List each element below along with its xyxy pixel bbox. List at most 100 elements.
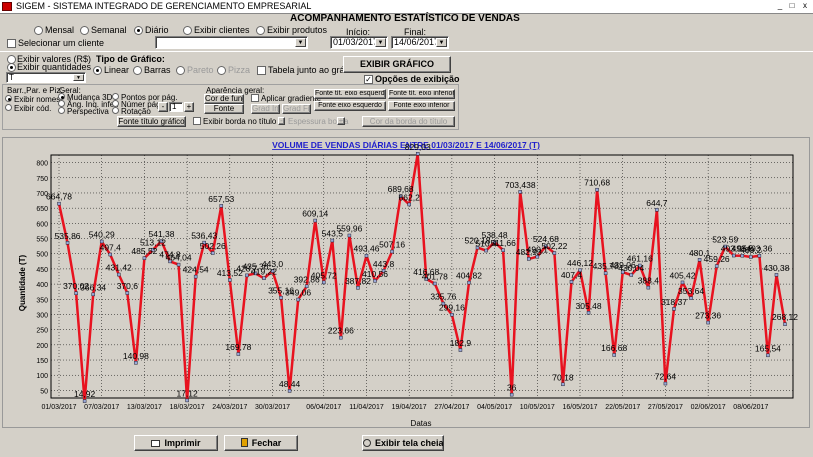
radio-show-quantities[interactable] [7,63,16,72]
radio-mensal[interactable] [34,26,43,35]
end-date-field[interactable]: 14/06/2017 ▼ [391,36,449,49]
data-label: 524,68 [533,234,559,244]
data-label: 268,12 [772,312,798,322]
show-chart-button[interactable]: EXIBIR GRÁFICO [343,56,451,73]
maximize-button[interactable]: □ [789,1,795,10]
data-label: 72,64 [655,372,677,382]
data-label: 335,76 [430,292,456,302]
font-bottom-axis-title-button[interactable]: Fonte tít. eixo inferior [388,89,455,99]
data-point [458,348,463,352]
calendar-dropdown-icon[interactable]: ▼ [436,38,447,47]
border-thickness-minus[interactable]: - [278,117,285,125]
data-label: 388,4 [638,276,660,286]
close-button[interactable]: Fechar [224,435,298,451]
header-area [0,14,813,24]
data-label: 489,2 [740,245,762,255]
data-point [262,276,266,281]
data-point [287,389,292,393]
x-tick-labels: 01/03/2017 07/03/2017 13/03/2017 18/03/2017… [41,404,768,411]
font-bottom-axis-button[interactable]: Fonte eixo inferior [388,101,455,111]
table-with-chart-checkbox[interactable] [257,66,266,75]
line-chart: VOLUME DE VENDAS DIÁRIAS ENTRE 01/03/201… [18,140,798,427]
radio-3d[interactable] [58,93,65,100]
data-label: 464,04 [166,253,192,263]
data-label: 609,14 [302,209,328,219]
radio-pizza[interactable] [217,66,226,75]
radio-pareto[interactable] [176,66,185,75]
data-label: 14,92 [74,389,96,399]
general-label: Geral: [59,86,81,95]
radio-show-code[interactable] [5,104,12,111]
data-point [210,251,215,255]
data-label: 502,22 [541,241,567,251]
chevron-down-icon[interactable]: ▼ [295,38,306,47]
select-client-checkbox[interactable] [7,39,16,48]
x-tick-label: 27/05/2017 [648,404,683,411]
data-point [108,252,112,257]
data-label: 689,68 [388,184,414,194]
font-left-axis-button[interactable]: Fonte eixo esquerdo [314,101,386,111]
gradient-end-button[interactable]: Grad Fin [282,104,311,114]
data-label: 413,52 [217,268,243,278]
stepper-plus-button[interactable]: + [184,102,194,112]
radio-rotation[interactable] [112,107,119,114]
fullscreen-button[interactable]: Exibir tela cheia [362,435,444,451]
close-window-button[interactable]: x [803,1,807,10]
stepper-value-field[interactable]: 1 [169,102,183,112]
font-chart-title-button[interactable]: Fonte título gráfico [117,116,186,127]
data-label: 407,4 [561,270,583,280]
data-point [749,255,753,259]
x-tick-label: 16/05/2017 [562,404,597,411]
data-point [740,253,745,258]
client-select[interactable]: ▼ [155,36,308,49]
unit-select[interactable]: T ▼ [6,72,86,83]
data-label: 439,06 [610,260,636,270]
calendar-dropdown-icon[interactable]: ▼ [375,38,386,47]
data-label: 829,03 [405,142,431,152]
rotation-label: Rotação [121,107,151,116]
radio-number-per-page[interactable] [112,100,119,107]
data-point [168,259,172,264]
data-point [612,353,616,357]
title-border-checkbox[interactable] [193,117,201,125]
radio-perspective[interactable] [58,107,65,114]
radio-exibir-produtos[interactable] [256,26,265,35]
radio-semanal[interactable] [80,26,89,35]
border-thickness-plus[interactable]: + [337,117,345,125]
radio-exibir-clientes[interactable] [183,26,192,35]
display-options-checkbox[interactable]: ✓ [364,75,373,84]
font-left-axis-title-button[interactable]: Fonte tít. eixo esquerdo [314,89,386,99]
minimize-button[interactable]: _ [777,1,783,10]
show-quantities-label: Exibir quantidades [17,62,92,72]
radio-points-per-page[interactable] [112,93,119,100]
start-date-field[interactable]: 01/03/2017 ▼ [330,36,388,49]
radio-linear[interactable] [93,66,102,75]
gradient-start-button[interactable]: Grad Ini [251,104,280,114]
chevron-down-icon[interactable]: ▼ [73,74,84,81]
radio-show-names[interactable] [5,95,12,102]
data-label: 17,12 [176,388,198,398]
y-tick-label: 750 [36,176,48,183]
radio-angle[interactable] [58,100,65,107]
bg-color-button[interactable]: Cor de fundo [204,94,244,104]
radio-diario[interactable] [134,26,143,35]
select-client-label: Selecionar um cliente [18,38,105,48]
x-tick-label: 30/03/2017 [255,404,290,411]
radio-exibir-clientes-label: Exibir clientes [194,25,250,35]
data-label: 493,95 [721,244,747,254]
stepper-minus-button[interactable]: - [158,102,168,112]
data-label: 401,78 [422,272,448,282]
page-title: ACOMPANHAMENTO ESTATÍSTICO DE VENDAS [290,13,520,24]
data-label: 662,2 [399,192,421,202]
data-label: 520,18 [465,236,491,246]
data-label: 387,82 [345,276,371,286]
font-button[interactable]: Fonte [204,104,244,114]
print-button[interactable]: Imprimir [134,435,218,451]
data-point [450,312,454,317]
gradient-checkbox[interactable] [251,94,259,102]
radio-barras[interactable] [133,66,142,75]
data-label: 405,42 [670,270,696,280]
border-color-button[interactable]: Cor da borda do título [362,116,455,127]
x-tick-label: 27/04/2017 [434,404,469,411]
data-label: 349,06 [285,288,311,298]
